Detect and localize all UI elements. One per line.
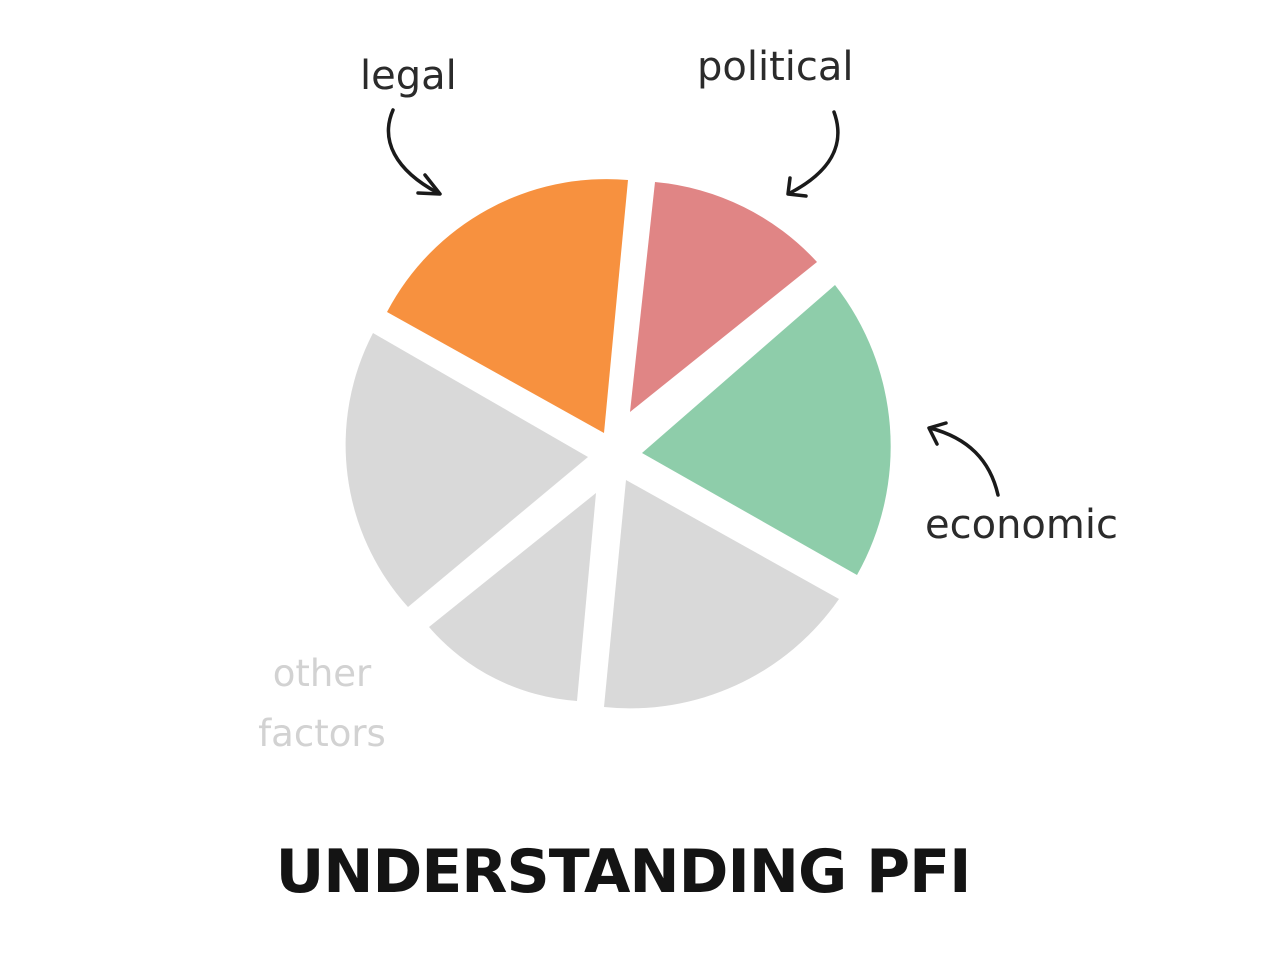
legal-arrow xyxy=(386,108,442,196)
diagram-title: UNDERSTANDING PFI xyxy=(276,837,971,907)
segment-other-left xyxy=(345,333,588,607)
segment-other-bottom xyxy=(429,493,596,701)
political-arrow xyxy=(786,110,840,198)
label-other-factors-line2: factors xyxy=(258,712,386,755)
label-political: political xyxy=(697,44,854,90)
segment-economic xyxy=(642,285,891,575)
segment-political xyxy=(630,182,817,412)
label-legal: legal xyxy=(360,53,457,99)
label-economic: economic xyxy=(925,502,1118,548)
economic-arrow xyxy=(927,421,1000,497)
segment-legal xyxy=(387,179,628,433)
label-other-factors-line1: other xyxy=(273,652,372,695)
segment-other-right xyxy=(604,480,839,709)
pie-chart xyxy=(345,179,891,709)
